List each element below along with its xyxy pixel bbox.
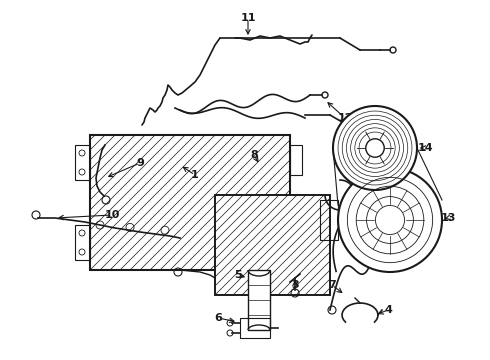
Text: 8: 8 [250, 150, 258, 160]
Text: 11: 11 [240, 13, 256, 23]
Bar [290, 145, 302, 175]
Bar [90, 135, 290, 270]
Circle shape [366, 139, 384, 157]
Bar [75, 145, 90, 180]
Text: 6: 6 [214, 313, 222, 323]
Text: 5: 5 [234, 270, 242, 280]
Text: 7: 7 [328, 280, 336, 290]
Bar [320, 200, 338, 240]
Bar [248, 270, 270, 330]
Text: 13: 13 [441, 213, 456, 223]
Bar [240, 318, 270, 338]
Circle shape [338, 168, 442, 272]
Bar [215, 195, 330, 295]
Text: 2: 2 [366, 220, 374, 230]
Text: 3: 3 [291, 280, 299, 290]
Text: 12: 12 [337, 113, 353, 123]
Bar [290, 225, 302, 255]
Text: 1: 1 [191, 170, 199, 180]
Circle shape [333, 106, 417, 190]
Bar [215, 195, 330, 295]
Text: 10: 10 [104, 210, 120, 220]
Text: 9: 9 [136, 158, 144, 168]
Bar [75, 225, 90, 260]
Text: 14: 14 [417, 143, 433, 153]
Text: 4: 4 [384, 305, 392, 315]
